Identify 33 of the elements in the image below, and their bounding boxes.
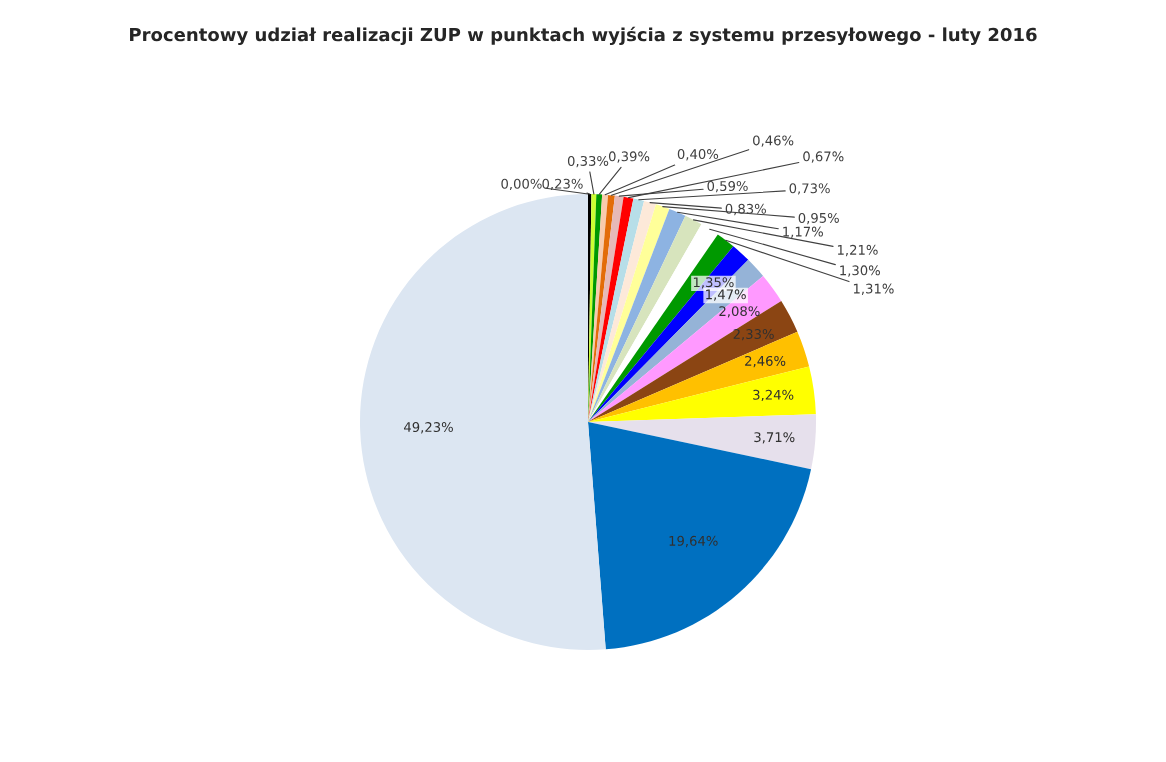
data-label: 1,35% <box>693 277 734 289</box>
data-label: 2,33% <box>733 329 774 341</box>
pie-slice <box>588 366 816 422</box>
data-label: 19,64% <box>669 535 718 548</box>
data-label: 0,39% <box>608 151 650 163</box>
pie-slice <box>588 204 670 422</box>
data-label: 1,17% <box>783 226 823 238</box>
data-label: 0,95% <box>798 212 839 225</box>
data-label: 0,40% <box>677 149 719 161</box>
data-label: 0,23% <box>542 178 583 191</box>
chart-title: Procentowy udział realizacji ZUP w punktach wyjścia z systemu przesyłowego - luty 2016 <box>130 26 1037 46</box>
data-label: 0,46% <box>753 135 794 147</box>
data-label: 1,21% <box>837 244 878 257</box>
pie-slice <box>588 422 812 650</box>
data-label: 2,08% <box>719 306 760 318</box>
data-label: 0,33% <box>567 155 609 168</box>
data-label: 3,71% <box>754 432 795 444</box>
pie-slice <box>588 414 816 470</box>
data-label: 0,67% <box>803 151 844 163</box>
data-label: 0,59% <box>707 181 748 193</box>
pie-slice <box>360 194 606 650</box>
data-label: 49,23% <box>404 422 453 434</box>
data-label: 2,46% <box>745 355 786 368</box>
pie-slice <box>588 198 645 422</box>
data-label: 0,83% <box>725 203 766 216</box>
data-label: 3,24% <box>753 389 794 402</box>
data-label: 1,31% <box>853 283 894 295</box>
text: 0,00% <box>501 178 542 191</box>
pie-slice <box>588 301 798 422</box>
data-label: 1,47% <box>706 289 746 301</box>
data-label: 0,73% <box>789 183 830 195</box>
data-label: 1,30% <box>840 265 880 277</box>
pie-slice <box>588 331 810 422</box>
